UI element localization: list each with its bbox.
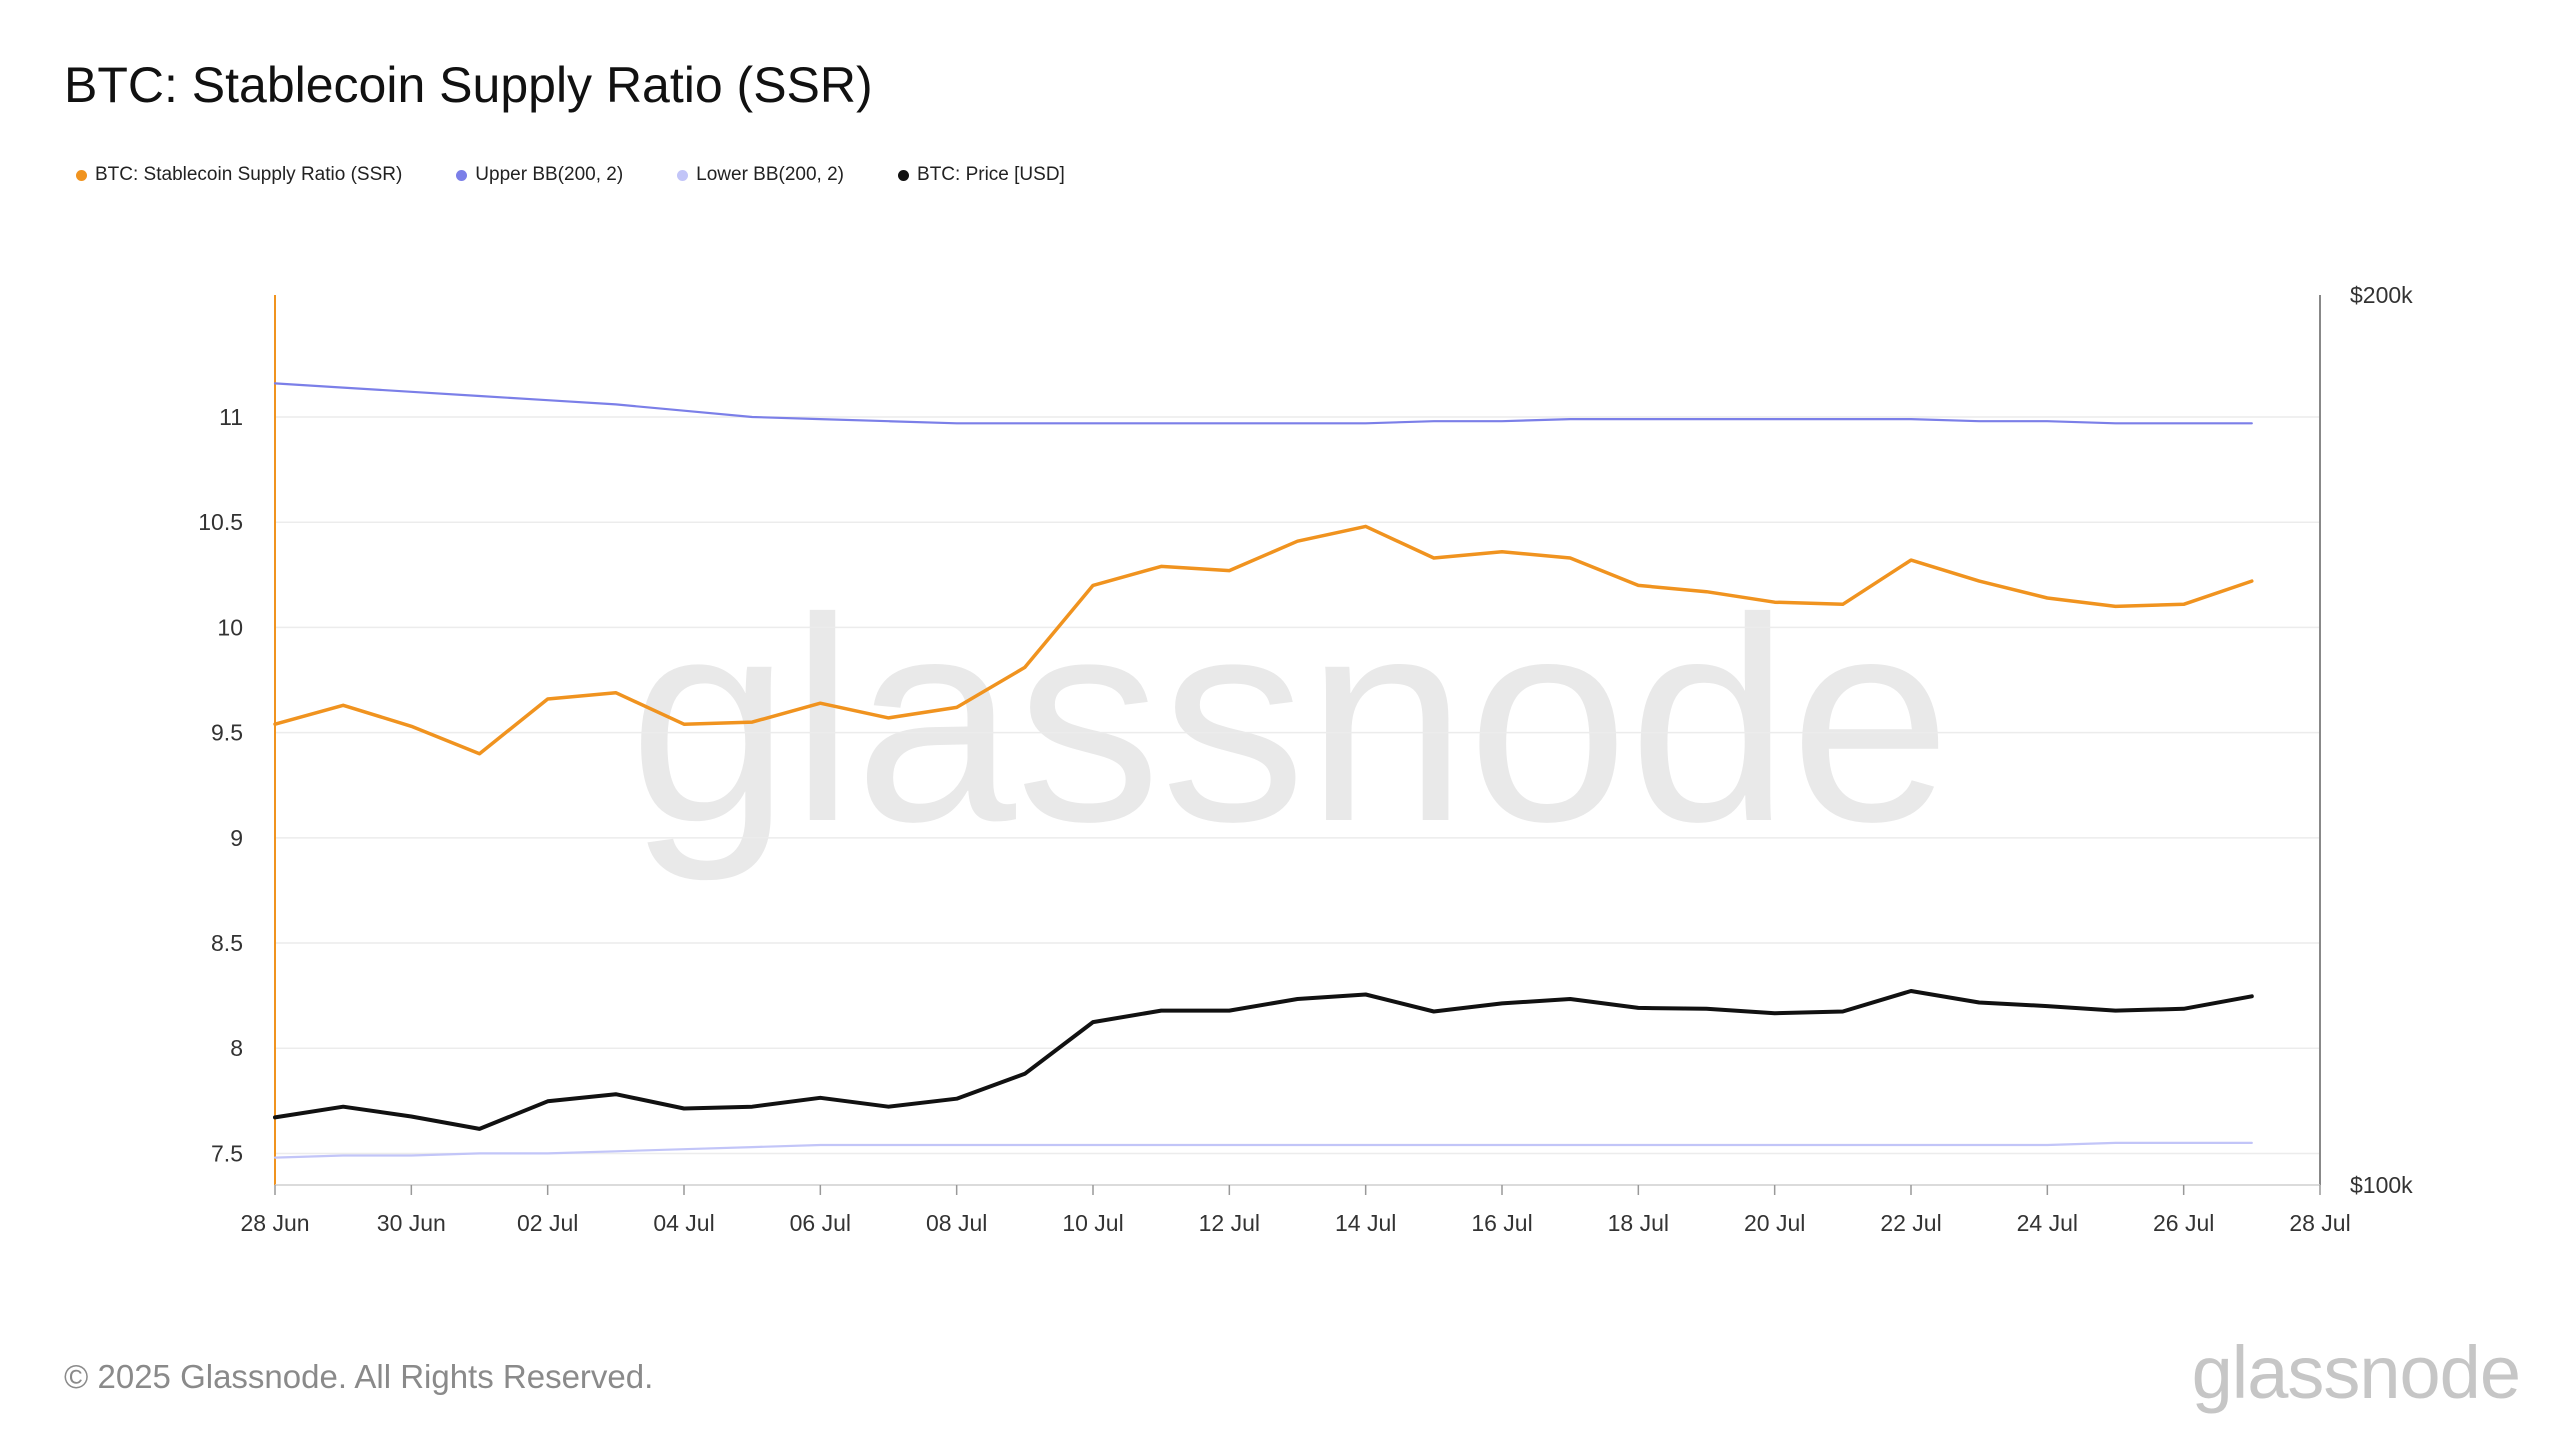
legend: BTC: Stablecoin Supply Ratio (SSR) Upper… (76, 164, 1065, 186)
series-ssr-line (273, 524, 2254, 756)
y-left-tick-label: 7.5 (211, 1140, 243, 1166)
legend-label-upper-bb: Upper BB(200, 2) (475, 164, 624, 185)
x-tick-label: 18 Jul (1608, 1210, 1669, 1236)
x-tick-label: 16 Jul (1471, 1210, 1532, 1236)
series-price-line (273, 989, 2254, 1131)
y-left-tick-label: 8.5 (211, 930, 243, 956)
legend-item-price[interactable]: BTC: Price [USD] (898, 164, 1065, 186)
y-left-tick-label: 9 (230, 825, 243, 851)
y-right-tick-label: $200k (2350, 282, 2413, 308)
legend-label-lower-bb: Lower BB(200, 2) (696, 164, 845, 185)
glassnode-logo[interactable]: glassnode (2191, 1331, 2521, 1414)
y-left-tick-label: 11 (219, 404, 243, 430)
y-left-tick-label: 10 (217, 614, 243, 640)
chart-watermark: glassnode (629, 558, 1951, 883)
x-tick-label: 14 Jul (1335, 1210, 1396, 1236)
series-lower-bb-line (273, 1141, 2253, 1159)
legend-item-upper-bb[interactable]: Upper BB(200, 2) (456, 164, 623, 186)
legend-label-ssr: BTC: Stablecoin Supply Ratio (SSR) (95, 164, 403, 185)
axes (274, 295, 2321, 1195)
x-tick-label: 28 Jun (240, 1210, 309, 1236)
y-right-tick-label: $100k (2350, 1172, 2413, 1198)
x-tick-label: 02 Jul (517, 1210, 578, 1236)
x-tick-label: 10 Jul (1062, 1210, 1123, 1236)
x-tick-label: 22 Jul (1880, 1210, 1941, 1236)
y-left-tick-label: 10.5 (198, 509, 243, 535)
x-tick-label: 26 Jul (2153, 1210, 2214, 1236)
tick-labels: 7.5 8 8.5 9 9.5 10 10.5 11 $100k $200k 28 Jun 30 Ju… (198, 282, 2413, 1236)
legend-item-ssr[interactable]: BTC: Stablecoin Supply Ratio (SSR) (76, 164, 402, 186)
x-tick-label: 28 Jul (2289, 1210, 2350, 1236)
x-tick-label: 24 Jul (2017, 1210, 2078, 1236)
x-tick-label: 30 Jun (377, 1210, 446, 1236)
x-tick-label: 04 Jul (653, 1210, 714, 1236)
x-tick-label: 20 Jul (1744, 1210, 1805, 1236)
grid (275, 416, 2320, 1155)
legend-item-lower-bb[interactable]: Lower BB(200, 2) (677, 164, 844, 186)
legend-label-price: BTC: Price [USD] (917, 164, 1065, 185)
legend-dot-ssr (76, 169, 87, 181)
copyright-footer: © 2025 Glassnode. All Rights Reserved. (64, 1358, 654, 1395)
legend-dot-upper-bb (456, 169, 468, 181)
chart-title: BTC: Stablecoin Supply Ratio (SSR) (64, 57, 873, 113)
legend-dot-lower-bb (677, 169, 689, 181)
x-tick-label: 12 Jul (1199, 1210, 1260, 1236)
y-left-tick-label: 8 (230, 1035, 243, 1061)
series-upper-bb-line (273, 382, 2253, 425)
y-left-tick-label: 9.5 (211, 720, 243, 746)
x-tick-label: 08 Jul (926, 1210, 987, 1236)
series-layer (273, 382, 2254, 1159)
line-chart: glassnode 7.5 8 8.5 9 9.5 10 10.5 11 $100k $200k 2… (198, 282, 2413, 1236)
legend-dot-price (898, 169, 910, 181)
x-tick-label: 06 Jul (790, 1210, 851, 1236)
